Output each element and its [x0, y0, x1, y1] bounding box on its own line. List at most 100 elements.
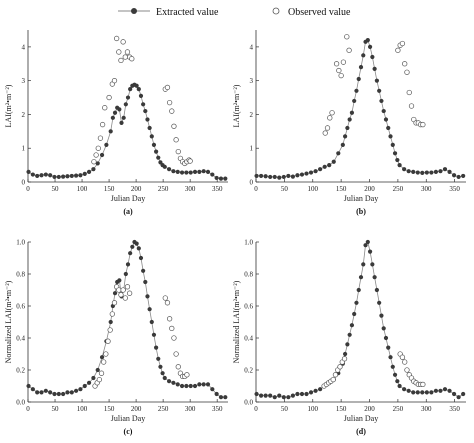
extracted-point — [358, 275, 364, 280]
extracted-point — [147, 125, 152, 131]
extracted-point — [281, 174, 286, 180]
observed-point — [322, 130, 328, 136]
x-tick-label: 100 — [77, 405, 88, 413]
extracted-point — [156, 356, 161, 361]
observed-point — [399, 40, 406, 47]
extracted-point — [379, 98, 384, 104]
x-tick-label: 100 — [308, 185, 319, 193]
panel-d: 0 50 100 150 200 250 300 350 0.0 0.2 0.4 0.6 0.8 1.0 J… — [232, 239, 466, 436]
observed-point — [105, 338, 111, 344]
extracted-point — [119, 120, 124, 125]
observed-point — [103, 351, 109, 357]
extracted-point — [352, 98, 357, 104]
y-tick-label: 2 — [22, 111, 26, 119]
observed-point — [118, 57, 124, 64]
extracted-point — [35, 173, 40, 179]
extracted-point — [121, 115, 126, 120]
legend: Extracted value Observed value — [118, 7, 351, 18]
extracted-point — [43, 388, 48, 393]
extracted-point — [277, 175, 282, 180]
observed-point — [113, 35, 120, 42]
extracted-point — [138, 93, 144, 98]
extracted-point — [415, 390, 420, 395]
extracted-point — [179, 170, 185, 175]
extracted-point — [65, 390, 70, 395]
extracted-point — [327, 163, 332, 168]
extracted-point — [286, 173, 291, 179]
extracted-point — [30, 172, 35, 177]
observed-point — [406, 89, 412, 96]
extracted-point — [456, 174, 461, 180]
extracted-point — [456, 395, 461, 400]
y-tick-label: 0.4 — [16, 335, 25, 343]
extracted-point — [74, 173, 79, 178]
x-axis-label: Julian Day — [111, 194, 145, 203]
extracted-point — [78, 173, 83, 178]
extracted-point — [108, 129, 113, 134]
y-tick-label: 1 — [250, 145, 254, 153]
extracted-point — [272, 174, 277, 180]
extracted-point — [154, 345, 159, 350]
extracted-point — [420, 390, 425, 395]
extracted-point — [295, 391, 300, 397]
extracted-point — [295, 173, 300, 178]
extracted-point — [39, 390, 44, 395]
extracted-point — [151, 142, 157, 147]
extracted-point — [201, 169, 206, 174]
extracted-point — [345, 342, 350, 347]
observed-point — [91, 159, 97, 165]
extracted-point — [91, 375, 96, 381]
extracted-point — [367, 249, 373, 254]
x-axis-label: Julian Day — [111, 414, 145, 423]
extracted-point — [442, 387, 448, 392]
observed-point — [99, 121, 106, 128]
extracted-point — [377, 300, 382, 305]
extracted-point — [411, 169, 416, 174]
extracted-point — [442, 167, 448, 172]
extracted-point — [143, 108, 148, 114]
panel-label: (d) — [356, 427, 366, 436]
observed-point — [164, 300, 171, 306]
y-tick-label: 0 — [250, 179, 254, 187]
extracted-point — [345, 125, 350, 131]
extracted-point — [388, 355, 393, 360]
extracted-point — [48, 390, 53, 395]
extracted-point — [349, 323, 355, 328]
extracted-point — [117, 278, 122, 283]
observed-point — [340, 59, 347, 65]
observed-point — [332, 372, 339, 378]
extracted-point — [313, 169, 318, 174]
extracted-point — [299, 172, 305, 177]
observed-point — [402, 359, 408, 365]
panel-a: 0 50 100 150 200 250 300 350 0 1 2 3 4 Julian Day LAI(… — [4, 30, 228, 216]
observed-point — [173, 351, 179, 357]
observed-point — [129, 56, 135, 62]
observed-point — [93, 152, 99, 158]
legend-observed-marker — [272, 7, 280, 15]
extracted-point — [145, 294, 150, 299]
x-tick-label: 350 — [449, 185, 460, 193]
x-tick-label: 250 — [158, 185, 169, 193]
extracted-point — [388, 134, 393, 139]
panel-c: 0 50 100 150 200 250 300 350 0.0 0.2 0.4 0.6 0.8 1.0 J… — [4, 239, 228, 436]
observed-point — [330, 376, 336, 383]
extracted-point — [374, 287, 379, 293]
observed-point — [187, 158, 193, 164]
extracted-point — [74, 388, 79, 393]
extracted-point — [214, 391, 219, 397]
extracted-point — [162, 164, 167, 169]
extracted-point — [210, 172, 215, 177]
extracted-point — [304, 391, 309, 397]
observed-point — [408, 103, 415, 109]
extracted-point — [171, 380, 176, 385]
extracted-point — [367, 44, 373, 49]
x-tick-label: 150 — [104, 405, 115, 413]
panel-label: (b) — [356, 207, 366, 216]
extracted-point — [52, 174, 57, 180]
extracted-point — [451, 173, 457, 178]
x-tick-label: 0 — [254, 405, 258, 413]
observed-point — [333, 61, 340, 67]
extracted-point — [429, 170, 434, 175]
observed-point — [95, 145, 101, 151]
extracted-point — [381, 326, 386, 331]
